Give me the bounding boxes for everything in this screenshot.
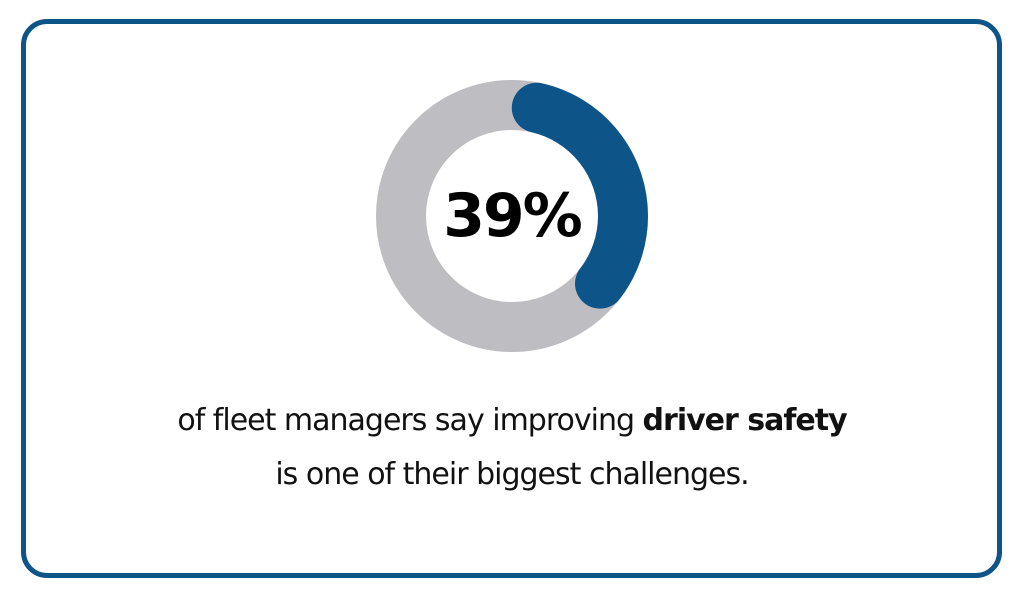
donut-value-arc <box>376 80 648 352</box>
caption-line-2: is one of their biggest challenges. <box>275 457 749 492</box>
donut-chart <box>376 80 648 352</box>
caption-emphasis: driver safety <box>642 403 848 438</box>
percentage-label: 39% <box>443 181 583 251</box>
caption: of fleet managers say improving driver s… <box>0 394 1024 502</box>
caption-line-1: of fleet managers say improving driver s… <box>177 403 848 438</box>
